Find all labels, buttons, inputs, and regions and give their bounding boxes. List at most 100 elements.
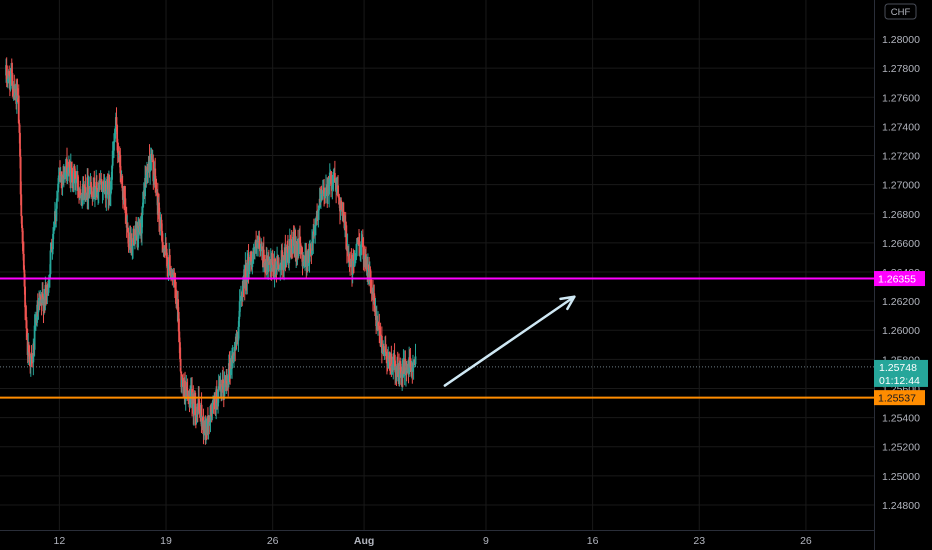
candle-body <box>180 378 183 388</box>
candle-body <box>137 228 139 248</box>
candle-body <box>405 370 408 372</box>
candle-body <box>348 253 351 262</box>
candle-body <box>105 191 108 198</box>
candle-body <box>179 358 182 372</box>
candle-body <box>49 250 52 275</box>
candle-body <box>385 351 388 360</box>
candle-body <box>75 179 78 181</box>
candle-body <box>226 383 229 388</box>
candle-body <box>76 174 79 188</box>
candle-body <box>312 231 315 244</box>
candle-body <box>382 346 385 356</box>
candle-body <box>109 194 112 196</box>
arrow-shaft[interactable] <box>443 295 576 387</box>
candle-body <box>311 241 313 256</box>
candle-body <box>93 177 96 198</box>
candle-body <box>228 363 231 371</box>
price-tick-label: 1.27600 <box>882 92 920 104</box>
candle-body <box>283 260 285 270</box>
candle-body <box>67 164 70 174</box>
candle-body <box>392 356 395 371</box>
candle-body <box>335 188 338 192</box>
candle-body <box>36 304 39 323</box>
price-tick-label: 1.27800 <box>882 63 920 75</box>
candle-body <box>358 244 361 256</box>
candle-body <box>233 349 236 356</box>
candle-body <box>149 160 152 162</box>
candle-body <box>321 193 324 195</box>
candle-body <box>121 175 124 188</box>
candle-body <box>73 166 75 183</box>
candle-body <box>325 187 327 192</box>
candle-body <box>210 405 212 412</box>
candle-body <box>83 186 86 188</box>
candle-body <box>400 369 402 373</box>
candle-body <box>241 280 244 297</box>
candle-body <box>337 196 340 198</box>
candle-body <box>318 207 320 211</box>
time-tick-label: 26 <box>267 535 279 547</box>
candle-body <box>9 76 12 90</box>
candle-body <box>201 416 204 422</box>
candle-body <box>394 360 397 373</box>
price-tick-label: 1.26800 <box>882 209 920 221</box>
candle-body <box>139 226 141 232</box>
candle-body <box>361 238 364 247</box>
candle-body <box>405 370 407 374</box>
candle-body <box>320 190 323 194</box>
candle-body <box>31 357 33 362</box>
candle-body <box>204 420 207 434</box>
candle-body <box>189 389 192 396</box>
candle-body <box>92 197 94 199</box>
candle-body <box>167 264 170 270</box>
candle-body <box>20 194 23 217</box>
candle-body <box>54 211 56 228</box>
candle-body <box>116 125 119 143</box>
candle-body <box>59 175 62 180</box>
candle-body <box>74 179 77 184</box>
candle-body <box>153 175 155 182</box>
candle-body <box>342 209 345 212</box>
candle-body <box>144 177 146 197</box>
candle-body <box>317 210 320 220</box>
candle-body <box>328 178 331 195</box>
candle-body <box>313 234 316 236</box>
candle-body <box>223 382 226 397</box>
candle-body <box>333 173 336 183</box>
candle-body <box>313 231 315 235</box>
candle-body <box>320 190 322 203</box>
candle-body <box>179 342 181 359</box>
candle-body <box>24 307 27 317</box>
candle-body <box>281 250 284 271</box>
annotation-arrow[interactable] <box>443 295 576 387</box>
candle-body <box>240 295 242 300</box>
candle-body <box>285 246 288 265</box>
candle-body <box>274 268 277 275</box>
candle-body <box>355 243 358 254</box>
candle-body <box>170 270 172 278</box>
price-tick-label: 1.27000 <box>882 180 920 192</box>
time-axis[interactable]: 12 19 26 Aug 9 16 23 26 <box>0 530 874 550</box>
candle-body <box>387 357 390 367</box>
time-tick-label: 9 <box>483 535 489 547</box>
candle-body <box>111 150 114 166</box>
candle-body <box>114 131 117 139</box>
time-tick-label: 16 <box>587 535 599 547</box>
candle-body <box>163 249 166 251</box>
candle-body <box>22 253 25 270</box>
candle-body <box>208 422 211 424</box>
candle-body <box>158 219 161 226</box>
candle-body <box>252 251 254 262</box>
candle-body <box>370 281 372 289</box>
candle-body <box>198 410 201 414</box>
arrow-head[interactable] <box>559 295 576 311</box>
candle-body <box>174 279 176 286</box>
horizontal-lines[interactable] <box>0 277 874 399</box>
candle-body <box>184 399 187 402</box>
candle-body <box>52 233 54 250</box>
candle-body <box>161 242 164 253</box>
candle-body <box>109 190 112 195</box>
candle-body <box>184 380 186 402</box>
candle-body <box>45 293 48 295</box>
